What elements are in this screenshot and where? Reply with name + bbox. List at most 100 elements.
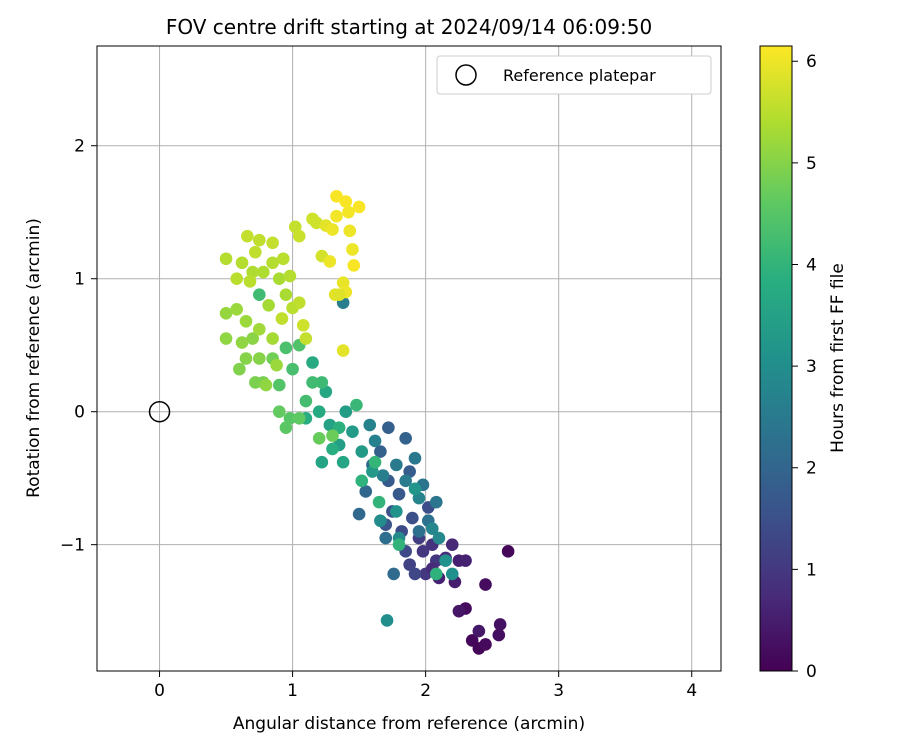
data-point xyxy=(312,405,326,418)
data-point xyxy=(425,522,439,536)
data-point xyxy=(346,425,359,438)
data-point xyxy=(241,229,254,243)
data-point xyxy=(286,362,299,376)
data-point xyxy=(359,485,373,498)
data-point xyxy=(235,256,249,270)
axis-ticks: 0 1 2 3 4 −1 0 1 2 xyxy=(60,137,697,701)
data-point xyxy=(355,474,369,488)
data-point xyxy=(465,634,479,647)
data-point xyxy=(459,554,472,567)
x-axis-label: Angular distance from reference (arcmin) xyxy=(233,714,585,734)
data-point xyxy=(230,272,244,286)
data-point xyxy=(501,545,515,558)
data-point xyxy=(342,205,355,219)
colorbar-tick-label: 0 xyxy=(806,662,817,682)
data-point xyxy=(416,545,430,558)
x-tick-label: 3 xyxy=(553,681,564,701)
data-point xyxy=(239,314,253,328)
data-point xyxy=(382,421,395,434)
data-point xyxy=(276,252,290,266)
data-point xyxy=(266,332,279,345)
y-tick-label: 1 xyxy=(74,270,85,290)
data-point xyxy=(239,352,253,365)
colorbar: 0 1 2 3 4 5 6 Hours from first FF file xyxy=(759,45,848,682)
data-point xyxy=(347,259,361,272)
y-tick-label: 2 xyxy=(74,137,85,157)
data-point xyxy=(376,469,390,482)
data-point xyxy=(253,322,266,336)
data-point xyxy=(429,495,443,509)
data-point xyxy=(403,558,416,571)
colorbar-tick-label: 2 xyxy=(806,459,817,479)
data-point xyxy=(492,628,506,642)
data-point xyxy=(374,514,387,528)
x-tick-label: 1 xyxy=(287,681,298,701)
data-point xyxy=(374,445,387,458)
data-point xyxy=(368,434,382,448)
data-point xyxy=(380,614,394,627)
data-point xyxy=(299,394,313,408)
data-point xyxy=(439,554,452,567)
reference-point xyxy=(148,400,171,423)
data-point xyxy=(279,421,293,434)
data-point xyxy=(493,618,507,631)
data-point xyxy=(445,567,459,581)
data-point xyxy=(339,195,353,208)
colorbar-tick-label: 1 xyxy=(806,560,817,580)
data-point xyxy=(292,229,306,243)
data-point xyxy=(253,288,266,301)
data-point xyxy=(219,306,233,320)
data-point xyxy=(330,189,343,203)
data-point xyxy=(352,200,366,214)
data-point xyxy=(387,567,400,581)
chart-title: FOV centre drift starting at 2024/09/14 … xyxy=(166,15,652,39)
data-point xyxy=(445,538,459,551)
data-point xyxy=(219,252,233,266)
data-point xyxy=(253,233,266,247)
data-point xyxy=(350,398,363,412)
data-point xyxy=(390,458,403,472)
data-point xyxy=(266,256,279,270)
data-point xyxy=(339,405,353,418)
y-axis-label: Rotation from reference (arcmin) xyxy=(24,218,44,498)
reference-marker-icon xyxy=(455,64,477,86)
data-point xyxy=(292,412,306,425)
x-tick-label: 4 xyxy=(686,681,697,701)
data-point xyxy=(292,296,306,309)
data-point xyxy=(355,445,369,458)
grid xyxy=(97,46,721,671)
data-point xyxy=(262,299,275,312)
data-point xyxy=(372,495,386,509)
data-point xyxy=(312,431,326,445)
plot-area: 0 1 2 3 4 −1 0 1 2 xyxy=(60,45,722,701)
data-point xyxy=(275,312,289,325)
data-point xyxy=(326,429,339,442)
data-point xyxy=(219,332,233,345)
data-points xyxy=(148,189,515,655)
data-point xyxy=(412,525,426,538)
plot-frame xyxy=(96,45,722,672)
data-point xyxy=(270,358,283,372)
data-point xyxy=(406,511,419,525)
y-tick-label: −1 xyxy=(60,536,85,556)
data-point xyxy=(326,442,339,456)
data-point xyxy=(399,474,412,488)
data-point xyxy=(392,487,406,501)
data-point xyxy=(230,302,244,316)
legend: Reference platepar xyxy=(436,55,712,95)
colorbar-tick-label: 5 xyxy=(806,154,817,174)
data-point xyxy=(306,376,319,389)
data-point xyxy=(368,455,382,469)
data-point xyxy=(408,482,422,496)
data-point xyxy=(299,332,313,345)
y-tick-label: 0 xyxy=(74,403,85,423)
data-point xyxy=(429,567,443,581)
x-tick-label: 2 xyxy=(420,681,431,701)
data-point xyxy=(452,604,466,618)
data-point xyxy=(408,451,422,465)
data-point xyxy=(243,275,257,288)
legend-entry-reference: Reference platepar xyxy=(503,66,656,85)
data-point xyxy=(323,255,337,268)
colorbar-tick-label: 3 xyxy=(806,357,817,377)
